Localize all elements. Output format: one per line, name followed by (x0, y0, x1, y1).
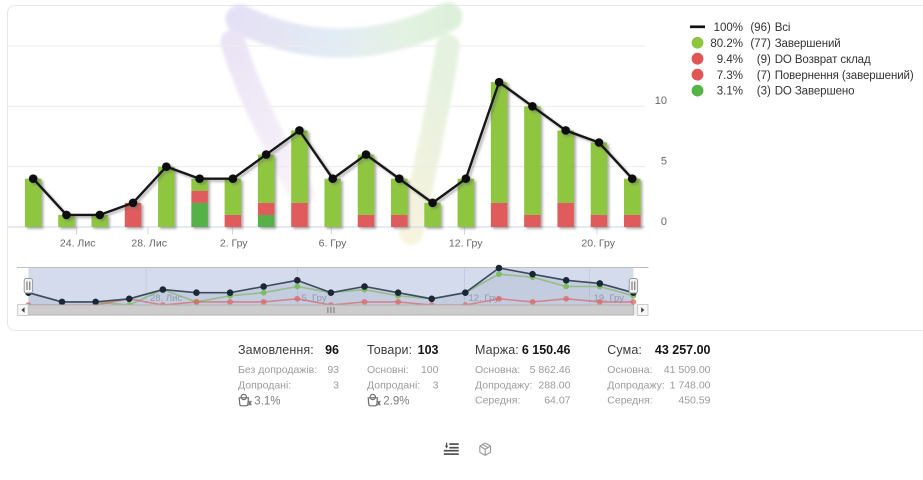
svg-text:7.3%: 7.3% (717, 70, 743, 82)
svg-text:Маржа:: Маржа: (475, 343, 519, 357)
svg-text:288.00: 288.00 (538, 379, 570, 391)
svg-text:Основна:: Основна: (607, 364, 652, 376)
svg-text:19. Гру: 19. Гру (594, 293, 625, 304)
svg-text:5 862.46: 5 862.46 (530, 364, 571, 376)
svg-text:24. Лис: 24. Лис (60, 238, 96, 250)
svg-text:Завершений: Завершений (775, 38, 841, 50)
svg-text:(77): (77) (750, 38, 771, 50)
svg-text:12. Гру: 12. Гру (449, 238, 483, 250)
svg-text:12. Гру: 12. Гру (469, 293, 500, 304)
svg-text:93: 93 (327, 364, 339, 376)
svg-text:20. Гру: 20. Гру (581, 238, 615, 250)
svg-text:(96): (96) (750, 22, 771, 34)
svg-text:Сума:: Сума: (607, 343, 642, 357)
svg-text:2.9%: 2.9% (383, 396, 409, 408)
svg-text:3.1%: 3.1% (717, 86, 743, 98)
svg-text:0: 0 (661, 216, 667, 228)
svg-text:103: 103 (418, 343, 439, 357)
svg-text:100%: 100% (714, 22, 743, 34)
svg-text:100: 100 (421, 364, 439, 376)
svg-text:DO Завершено: DO Завершено (775, 86, 855, 98)
svg-text:2. Гру: 2. Гру (220, 238, 248, 250)
svg-text:(3): (3) (757, 86, 771, 98)
svg-text:Всі: Всі (775, 22, 791, 34)
svg-text:80.2%: 80.2% (710, 38, 743, 50)
svg-text:Без допродажів:: Без допродажів: (238, 364, 317, 376)
svg-text:(9): (9) (757, 54, 771, 66)
svg-text:(7): (7) (757, 70, 771, 82)
svg-text:6 150.46: 6 150.46 (522, 343, 571, 357)
svg-text:9.4%: 9.4% (717, 54, 743, 66)
svg-text:64.07: 64.07 (544, 395, 570, 407)
svg-text:Середня:: Середня: (475, 395, 520, 407)
svg-text:3: 3 (333, 379, 339, 391)
svg-text:Товари:: Товари: (367, 343, 412, 357)
svg-text:3: 3 (433, 379, 439, 391)
svg-text:Повернення (завершений): Повернення (завершений) (775, 70, 914, 82)
svg-text:DO Возврат склад: DO Возврат склад (775, 54, 871, 66)
svg-text:41 509.00: 41 509.00 (664, 364, 711, 376)
svg-text:10: 10 (655, 95, 667, 107)
svg-text:5. Гру: 5. Гру (302, 293, 327, 304)
svg-text:6. Гру: 6. Гру (319, 238, 347, 250)
svg-text:Основна:: Основна: (475, 364, 520, 376)
svg-text:Допродажу:: Допродажу: (607, 379, 664, 391)
svg-text:28. Лис: 28. Лис (131, 238, 167, 250)
svg-text:Допродані:: Допродані: (367, 379, 420, 391)
svg-text:Замовлення:: Замовлення: (238, 343, 314, 357)
svg-text:1 748.00: 1 748.00 (670, 379, 711, 391)
svg-text:3.1%: 3.1% (254, 396, 280, 408)
svg-text:450.59: 450.59 (678, 395, 710, 407)
svg-text:Допродажу:: Допродажу: (475, 379, 532, 391)
svg-text:28. Лис: 28. Лис (150, 293, 182, 304)
svg-text:43 257.00: 43 257.00 (655, 343, 711, 357)
svg-text:Допродані:: Допродані: (238, 379, 291, 391)
svg-text:96: 96 (325, 343, 339, 357)
svg-text:Основні:: Основні: (367, 364, 409, 376)
svg-text:5: 5 (661, 155, 667, 167)
svg-text:Середня:: Середня: (607, 395, 652, 407)
